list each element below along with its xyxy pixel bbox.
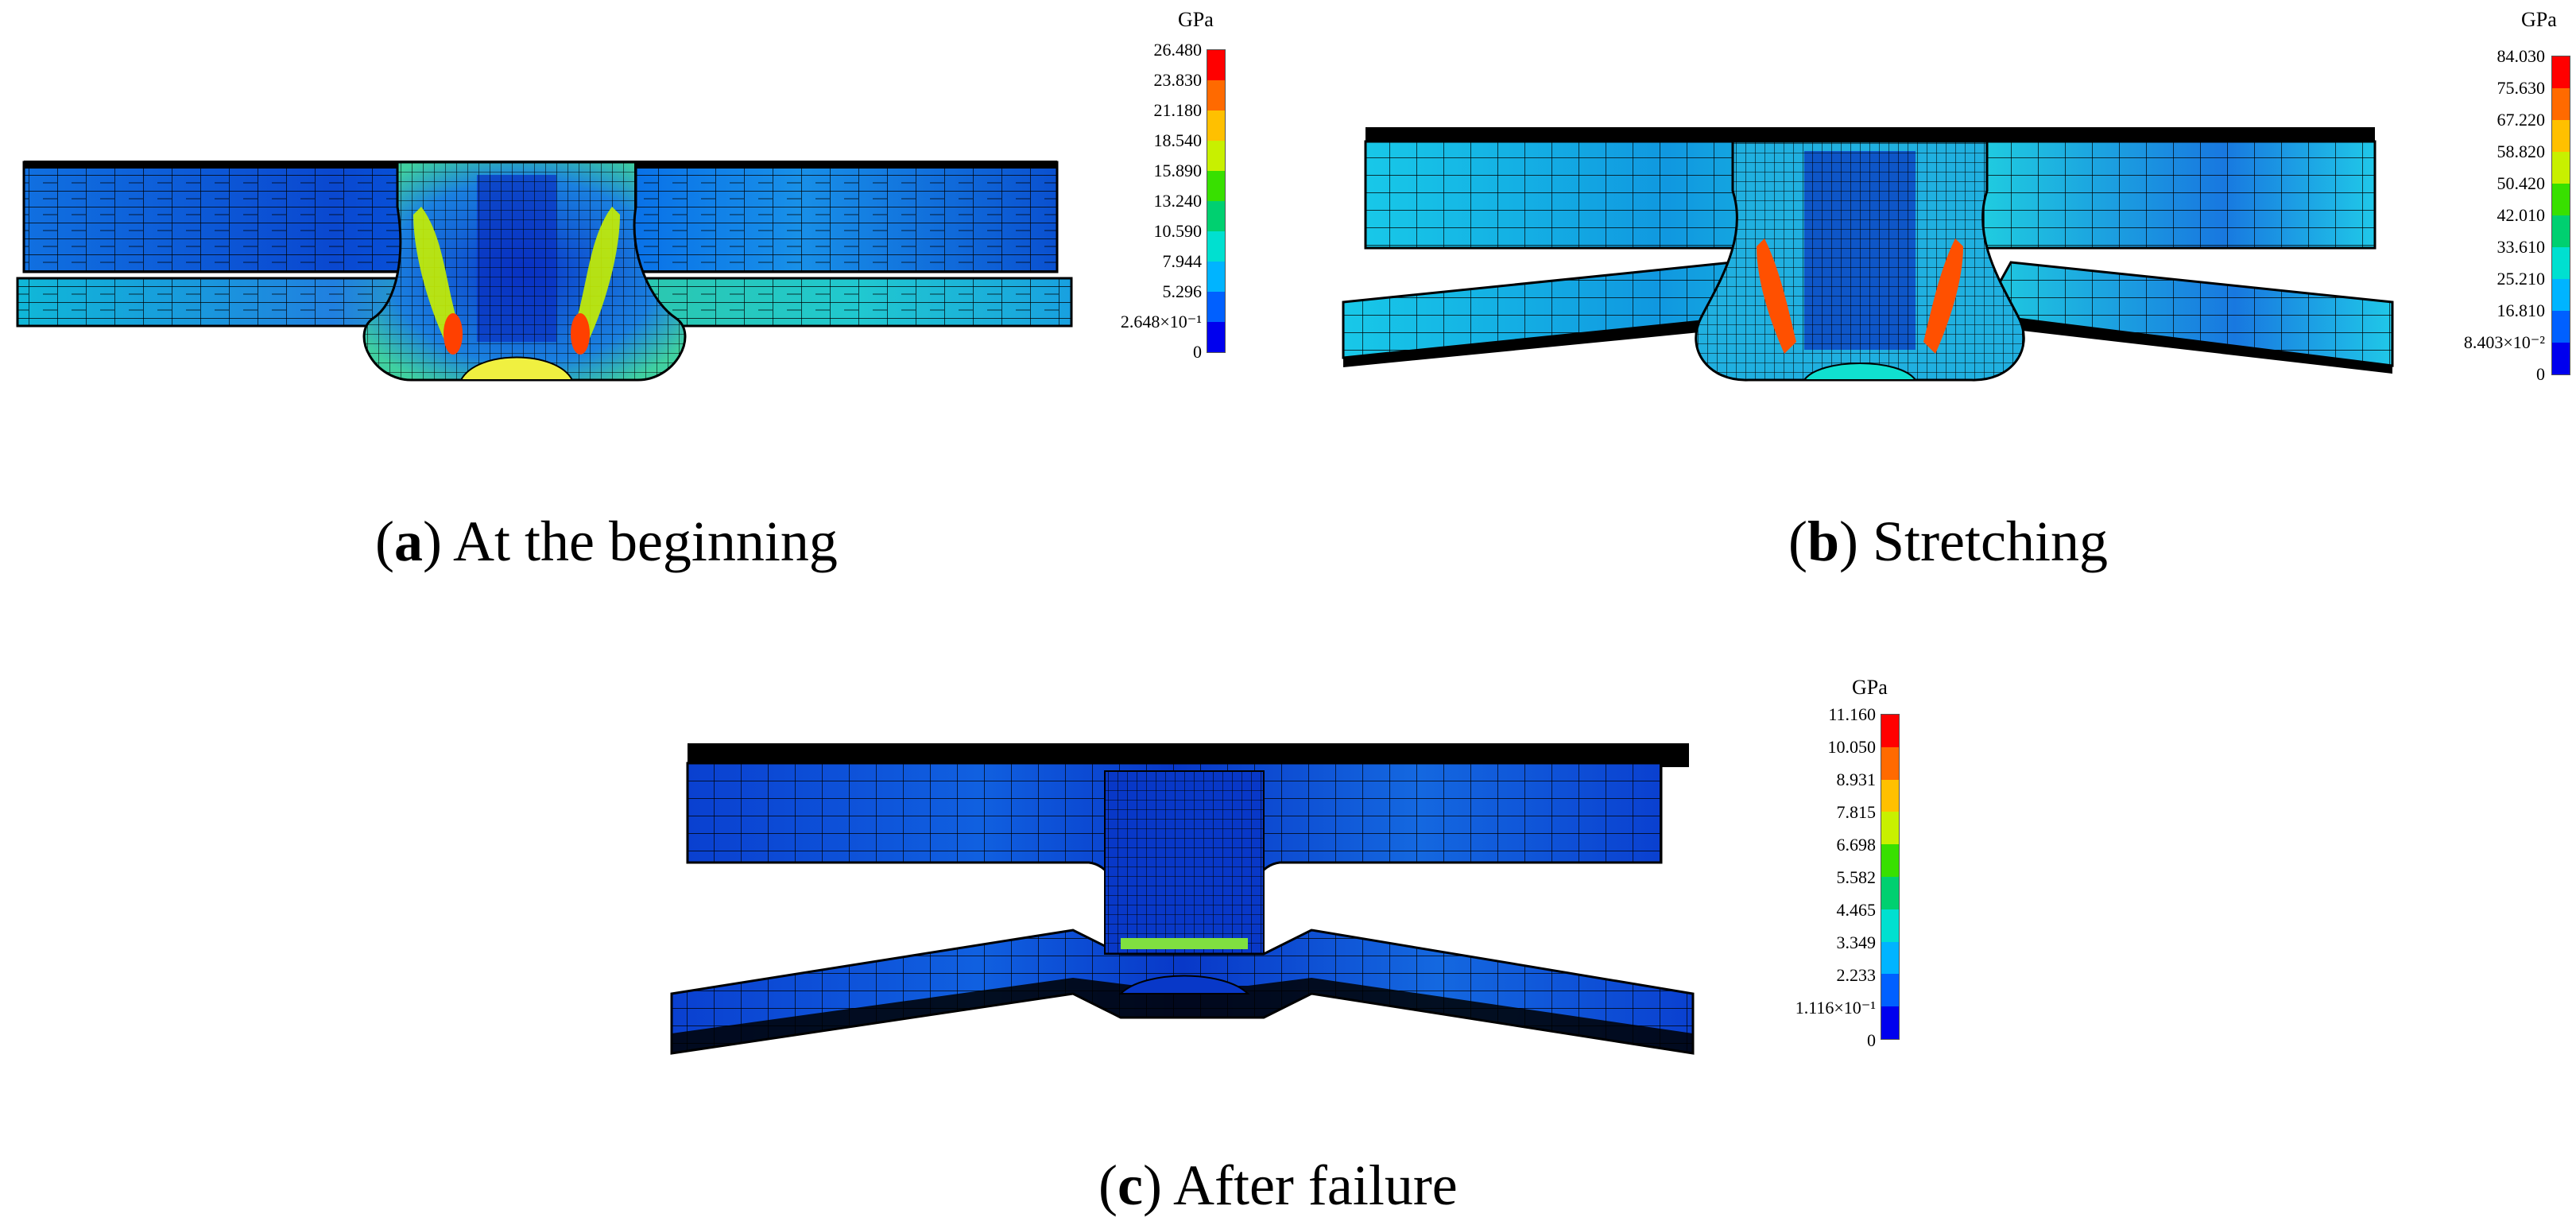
colorbar-gradient xyxy=(2551,56,2570,375)
colorbar-tick: 2.233 xyxy=(1836,965,1877,985)
colorbar-segment xyxy=(1207,292,1225,322)
colorbar-b: GPa 84.030 75.630 67.220 58.820 50.420 4… xyxy=(2432,8,2575,384)
colorbar-tick: 8.403×10⁻² xyxy=(2463,332,2545,352)
fem-mesh-plot-b xyxy=(1342,127,2394,382)
colorbar-tick: 84.030 xyxy=(2497,46,2546,66)
colorbar-segment xyxy=(2552,184,2570,215)
caption-letter: a xyxy=(393,510,423,573)
colorbar-tick: 26.480 xyxy=(1153,40,1203,60)
colorbar-tick: 75.630 xyxy=(2497,78,2546,98)
colorbar-segment xyxy=(1207,171,1225,201)
colorbar-segment xyxy=(1207,141,1225,171)
caption-a: (a) At the beginning xyxy=(375,510,838,573)
colorbar-gradient xyxy=(1881,714,1900,1040)
colorbar-segment xyxy=(2552,120,2570,152)
caption-text: At the beginning xyxy=(453,510,838,573)
colorbar-segment xyxy=(2552,88,2570,120)
colorbar-segment xyxy=(1207,231,1225,262)
colorbar-c: GPa 11.160 10.050 8.931 7.815 6.698 5.58… xyxy=(1780,676,1916,1057)
colorbar-segment xyxy=(1207,110,1225,141)
colorbar-segment xyxy=(1207,262,1225,292)
colorbar-segment xyxy=(1881,779,1899,812)
colorbar-tick: 5.296 xyxy=(1162,281,1203,301)
failure-band xyxy=(1121,938,1248,949)
colorbar-tick: 58.820 xyxy=(2497,142,2546,161)
colorbar-tick: 3.349 xyxy=(1836,932,1877,952)
stress-concentration-left xyxy=(413,207,461,350)
die-cup xyxy=(1803,362,1917,381)
colorbar-segment xyxy=(2552,343,2570,374)
colorbar-tick: 8.931 xyxy=(1836,770,1877,789)
colorbar-tick: 0 xyxy=(1193,342,1202,362)
colorbar-segment xyxy=(2552,311,2570,343)
colorbar-segment xyxy=(1881,974,1899,1007)
colorbar-segment xyxy=(1881,812,1899,845)
colorbar-tick: 67.220 xyxy=(2497,110,2546,130)
colorbar-tick: 7.944 xyxy=(1162,251,1203,271)
colorbar-tick: 18.540 xyxy=(1153,130,1203,150)
colorbar-segment xyxy=(1881,1006,1899,1039)
stress-concentration-right xyxy=(1923,238,1963,354)
caption-text: Stretching xyxy=(1873,510,2108,573)
caption-text: After failure xyxy=(1172,1153,1458,1217)
colorbar-unit: GPa xyxy=(2521,8,2557,31)
colorbar-tick: 15.890 xyxy=(1153,161,1203,180)
caption-c: (c) After failure xyxy=(1098,1153,1458,1217)
colorbar-tick: 5.582 xyxy=(1836,867,1877,887)
colorbar-tick: 2.648×10⁻¹ xyxy=(1120,312,1202,331)
colorbar-segment xyxy=(1881,746,1899,780)
stress-concentration-right xyxy=(572,207,620,350)
colorbar-tick: 0 xyxy=(2536,364,2545,384)
caption-b: (b) Stretching xyxy=(1788,510,2108,573)
colorbar-gradient xyxy=(1207,49,1226,353)
colorbar-tick: 16.810 xyxy=(2497,300,2546,320)
colorbar-segment xyxy=(2552,152,2570,184)
colorbar-unit: GPa xyxy=(1852,676,1888,699)
colorbar-segment xyxy=(2552,215,2570,247)
colorbar-segment xyxy=(1881,844,1899,877)
caption-letter: b xyxy=(1807,510,1840,573)
fem-mesh-plot-a xyxy=(16,161,1073,382)
colorbar-unit: GPa xyxy=(1178,8,1214,31)
fem-mesh-plot-c xyxy=(670,743,1695,1055)
colorbar-tick: 10.050 xyxy=(1827,737,1877,757)
colorbar-segment xyxy=(1881,876,1899,909)
colorbar-segment xyxy=(1207,50,1225,80)
colorbar-segment xyxy=(1207,201,1225,231)
colorbar-tick: 21.180 xyxy=(1153,100,1203,120)
colorbar-tick: 4.465 xyxy=(1836,900,1877,920)
colorbar-tick: 13.240 xyxy=(1153,191,1203,211)
stress-concentration-left xyxy=(1757,238,1796,354)
colorbar-tick: 7.815 xyxy=(1836,802,1877,822)
colorbar-tick: 50.420 xyxy=(2497,173,2546,193)
colorbar-tick: 11.160 xyxy=(1828,704,1876,724)
colorbar-tick: 33.610 xyxy=(2497,237,2546,257)
colorbar-segment xyxy=(2552,279,2570,311)
colorbar-segment xyxy=(1207,80,1225,110)
colorbar-tick: 1.116×10⁻¹ xyxy=(1795,998,1876,1018)
colorbar-segment xyxy=(2552,247,2570,279)
die-cup xyxy=(1118,975,1250,994)
colorbar-segment xyxy=(1881,715,1899,747)
colorbar-tick: 23.830 xyxy=(1153,70,1203,90)
colorbar-segment xyxy=(1881,909,1899,942)
colorbar-tick: 0 xyxy=(1867,1030,1876,1050)
colorbar-tick: 42.010 xyxy=(2497,205,2546,225)
colorbar-a: GPa 26.480 23.830 21.180 18.540 15.890 1… xyxy=(1105,8,1240,374)
colorbar-tick: 6.698 xyxy=(1836,835,1877,855)
colorbar-segment xyxy=(1207,322,1225,352)
colorbar-tick: 25.210 xyxy=(2497,269,2546,289)
caption-letter: c xyxy=(1117,1153,1143,1217)
colorbar-tick: 10.590 xyxy=(1153,221,1203,241)
colorbar-segment xyxy=(2552,56,2570,88)
colorbar-segment xyxy=(1881,941,1899,975)
die-cup xyxy=(459,356,574,381)
